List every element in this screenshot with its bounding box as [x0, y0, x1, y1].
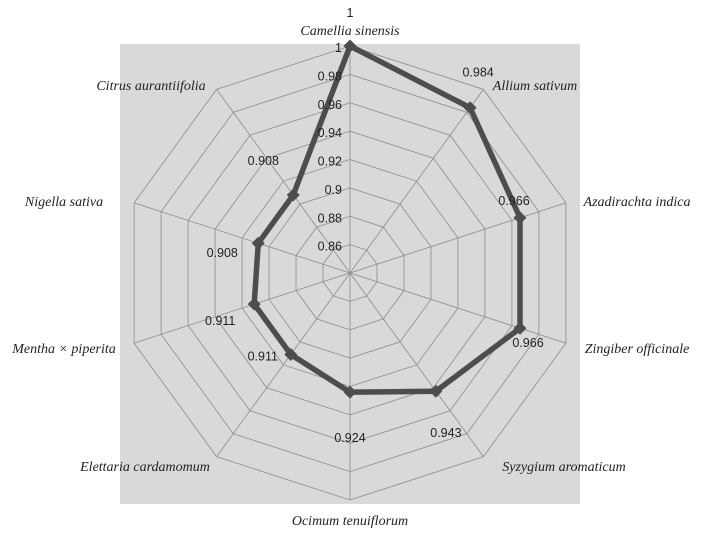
- data-point-marker: [463, 101, 477, 115]
- data-value-label: 0.966: [498, 194, 529, 208]
- data-series: [247, 39, 527, 399]
- category-label: Syzygium aromaticum: [502, 460, 626, 475]
- data-point-marker: [429, 384, 443, 398]
- axis-tick-label: 0.92: [318, 155, 342, 169]
- category-label: Citrus aurantiifolia: [96, 79, 205, 94]
- axis-tick-label: 0.9: [325, 183, 342, 197]
- data-point-marker: [343, 39, 357, 53]
- data-point-marker: [251, 236, 265, 250]
- category-label: Ocimum tenuiflorum: [292, 514, 408, 529]
- axis-tick-label: 0.86: [318, 240, 342, 254]
- data-value-label: 0.908: [207, 246, 238, 260]
- radar-grid: [133, 45, 567, 501]
- grid-spoke: [133, 202, 351, 274]
- data-value-label: 0.924: [334, 431, 365, 445]
- data-point-marker: [343, 385, 357, 399]
- grid-spoke: [349, 272, 484, 457]
- data-point-marker: [286, 188, 300, 202]
- data-point-marker: [513, 321, 527, 335]
- data-value-label: 0.911: [205, 314, 235, 328]
- grid-spoke: [216, 89, 351, 274]
- axis-tick-label: 0.94: [318, 126, 342, 140]
- data-value-label: 0.966: [512, 336, 543, 350]
- axis-tick-label: 0.96: [318, 98, 342, 112]
- axis-tick-label: 1: [335, 41, 342, 55]
- data-value-label: 0.911: [248, 349, 278, 363]
- grid-spoke: [349, 202, 567, 274]
- grid-spoke: [216, 272, 351, 457]
- category-label: Zingiber officinale: [585, 342, 690, 357]
- category-label: Camellia sinensis: [300, 24, 400, 39]
- data-value-label: 0.908: [248, 154, 279, 168]
- grid-spoke: [349, 272, 567, 344]
- category-label: Azadirachta indica: [583, 195, 691, 210]
- grid-spoke: [133, 272, 351, 344]
- axis-tick-label: 0.98: [318, 69, 342, 83]
- top-value-label: 1: [347, 6, 354, 20]
- data-point-marker: [513, 211, 527, 225]
- category-label: Nigella sativa: [24, 195, 103, 210]
- data-point-marker: [247, 297, 261, 311]
- category-label: Elettaria cardamomum: [79, 460, 210, 475]
- data-point-marker: [284, 347, 298, 361]
- axis-tick-label: 0.88: [318, 211, 342, 225]
- labels: 1 0.86 0.88 0.9 0.92 0.94 0.96 0.98 1 Camellia s…: [11, 6, 690, 529]
- category-label: Mentha × piperita: [11, 342, 116, 357]
- data-value-label: 0.943: [430, 426, 461, 440]
- data-value-label: 0.984: [462, 66, 493, 80]
- grid-spoke: [349, 89, 484, 274]
- category-label: Allium sativum: [492, 79, 577, 94]
